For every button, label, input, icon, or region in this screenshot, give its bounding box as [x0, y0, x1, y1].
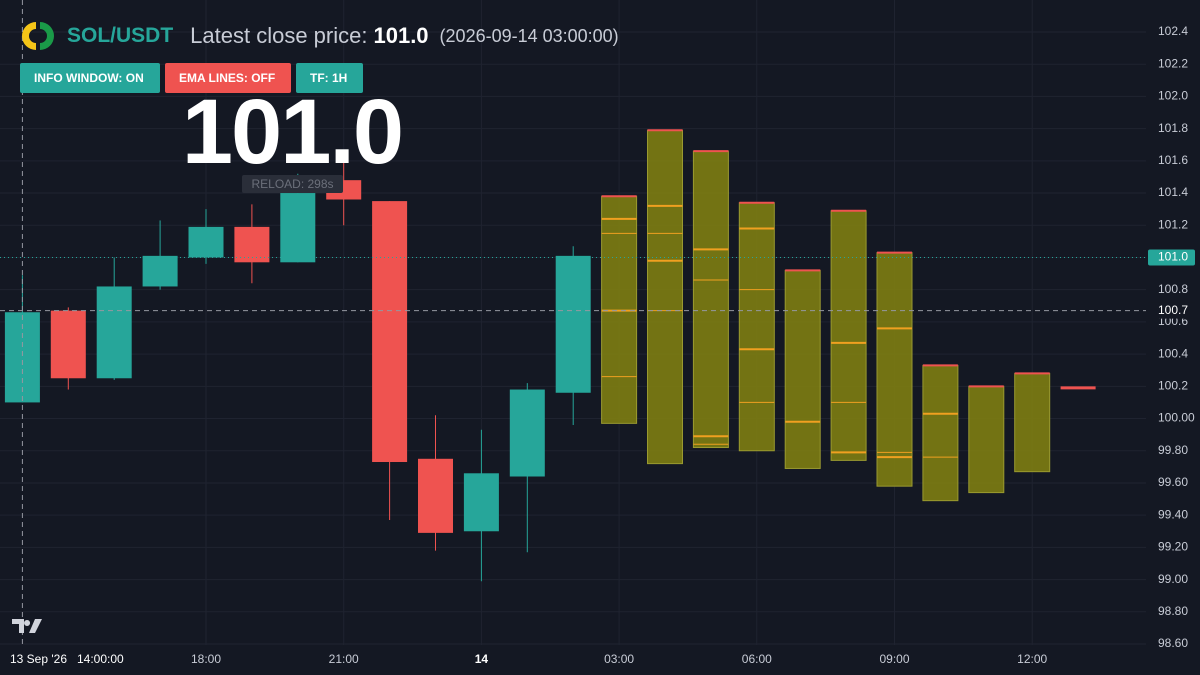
forecast-box	[647, 129, 683, 465]
header-price: 101.0	[373, 23, 429, 48]
y-tick-label: 101.8	[1158, 121, 1188, 135]
y-tick-label: 98.60	[1158, 636, 1188, 650]
forecast-box	[1014, 372, 1051, 473]
forecast-box	[784, 269, 821, 469]
forecast-box	[692, 150, 729, 449]
x-tick-label: 18:00	[191, 652, 221, 666]
y-tick-label: 102.0	[1158, 89, 1188, 103]
y-tick-label: 102.4	[1158, 24, 1188, 38]
forecast-box	[738, 202, 775, 452]
candle-body	[555, 255, 591, 393]
candle-body	[463, 473, 499, 532]
y-tick-label: 101.6	[1158, 153, 1188, 167]
reload-badge: RELOAD: 298s	[242, 175, 343, 193]
y-tick-label: 99.60	[1158, 475, 1188, 489]
y-tick-label: 98.80	[1158, 604, 1188, 618]
header-time: (2026-09-14 03:00:00)	[439, 25, 619, 46]
last-price-label: 101.0	[1158, 250, 1188, 264]
y-tick-label: 101.4	[1158, 185, 1188, 199]
candle-body	[96, 286, 132, 379]
big-price: 101.0	[181, 81, 404, 183]
y-tick-label: 101.2	[1158, 217, 1188, 231]
crosshair-tag	[1148, 302, 1195, 319]
candle-body	[372, 201, 408, 463]
y-tick-label: 99.20	[1158, 540, 1188, 554]
header-label: Latest close price:	[190, 23, 368, 48]
y-tick-label: 99.00	[1158, 572, 1188, 586]
candle-body	[280, 193, 316, 263]
y-tick-label: 100.4	[1158, 346, 1188, 360]
x-tick-label: 09:00	[879, 652, 909, 666]
y-tick-label: 100.2	[1158, 378, 1188, 392]
tf-button[interactable]: TF: 1H	[296, 63, 363, 93]
crosshair-time-tag	[0, 650, 130, 670]
header: SOL/USDT Latest close price: 101.0 (2026…	[20, 18, 619, 54]
forecast-box	[922, 364, 959, 502]
tv-logo	[12, 619, 42, 633]
forecast-box	[968, 385, 1005, 494]
x-tick-label: 21:00	[329, 652, 359, 666]
crosshair-date: 13 Sep '26	[10, 652, 67, 666]
candle-body	[234, 226, 270, 263]
last-price-tag	[1148, 249, 1195, 266]
candle-body	[418, 458, 453, 533]
y-tick-label: 100.00	[1158, 411, 1195, 425]
x-tick-label: 06:00	[742, 652, 772, 666]
forecast-box	[830, 210, 867, 461]
x-tick-label: 12:00	[1017, 652, 1047, 666]
y-tick-label: 99.80	[1158, 443, 1188, 457]
candle-body	[50, 310, 86, 379]
crosshair-time: 14:00:00	[77, 652, 124, 666]
logo	[22, 22, 54, 50]
y-tick-label: 99.40	[1158, 507, 1188, 521]
candle-body	[142, 255, 178, 287]
ema-button[interactable]: EMA LINES: OFF	[165, 63, 291, 93]
crosshair-price-label: 100.7	[1158, 303, 1188, 317]
candle-body	[188, 226, 224, 258]
candle-body	[509, 389, 545, 477]
forecast-box	[876, 252, 913, 487]
symbol: SOL/USDT	[67, 24, 174, 47]
x-tick-label: 14	[475, 652, 489, 666]
y-tick-label: 102.2	[1158, 56, 1188, 70]
x-tick-label: 03:00	[604, 652, 634, 666]
info-button[interactable]: INFO WINDOW: ON	[20, 63, 160, 93]
y-tick-label: 100.8	[1158, 282, 1188, 296]
